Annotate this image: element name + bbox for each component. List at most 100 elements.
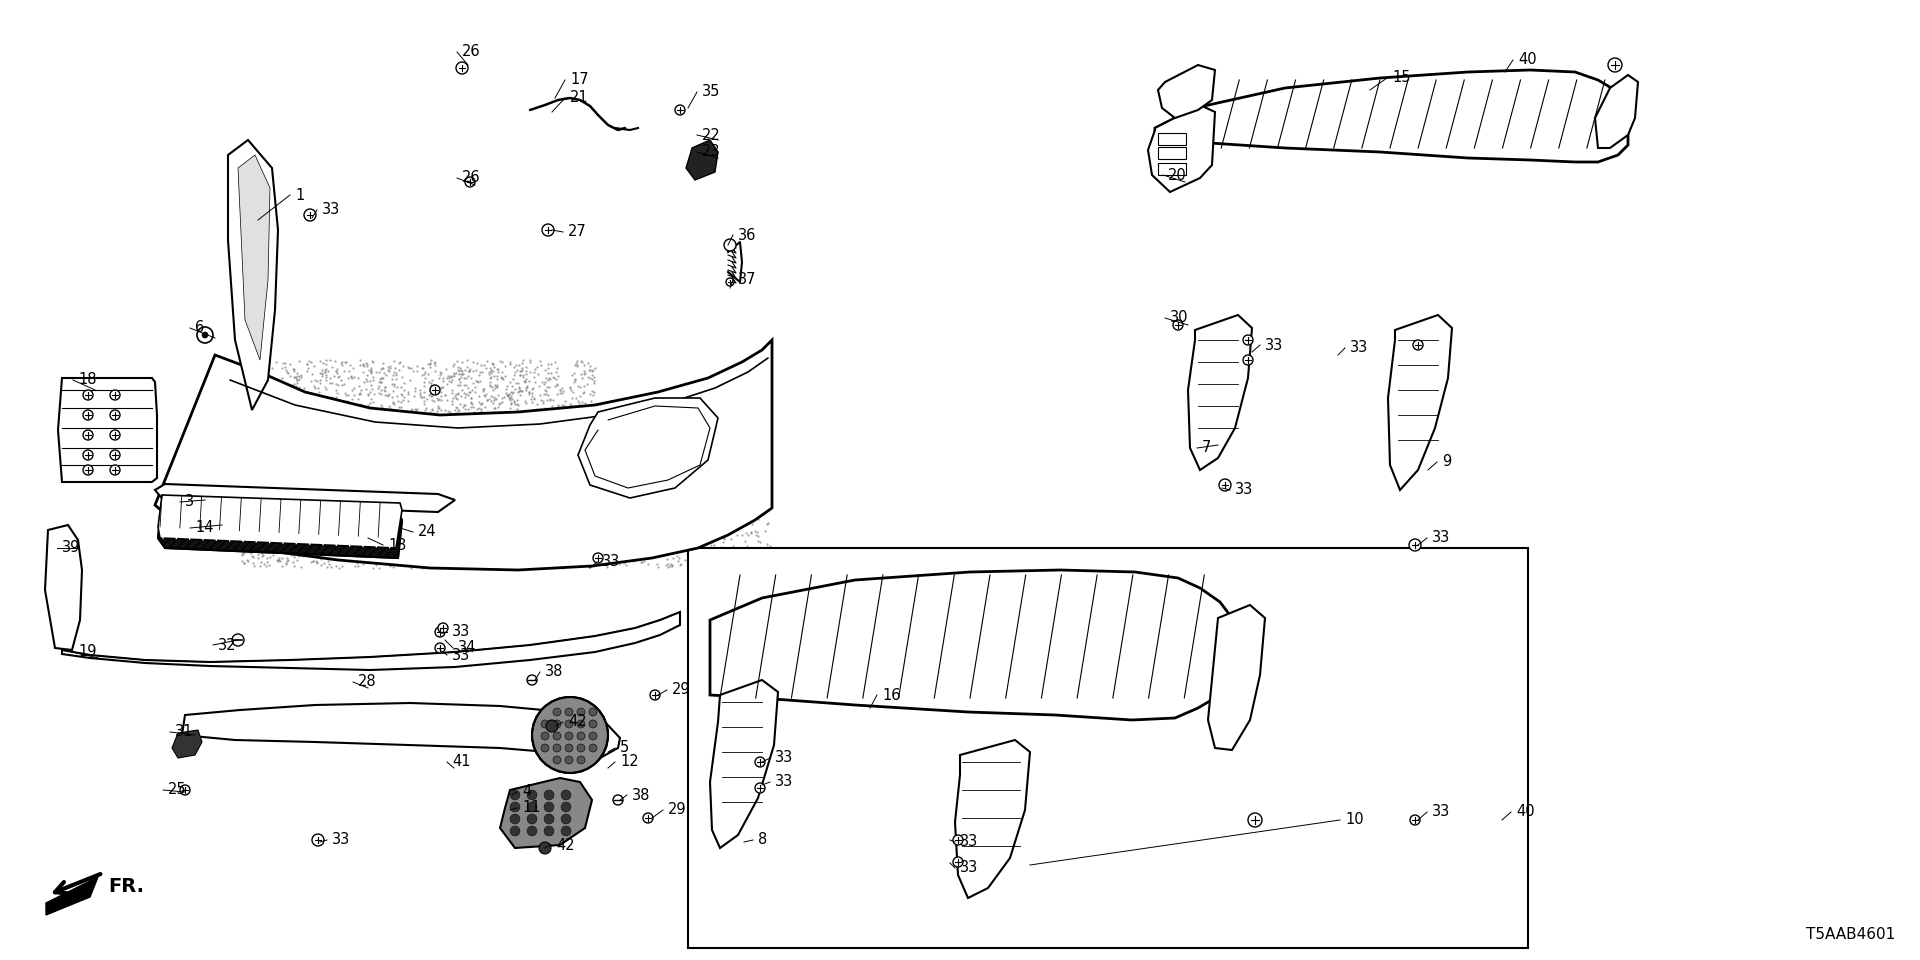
Point bbox=[509, 503, 540, 518]
Point bbox=[378, 417, 409, 432]
Point bbox=[284, 409, 315, 424]
Point bbox=[659, 513, 689, 528]
Circle shape bbox=[561, 790, 570, 800]
Point bbox=[382, 428, 413, 444]
Point bbox=[468, 466, 499, 481]
Point bbox=[407, 542, 438, 558]
Point bbox=[378, 367, 409, 382]
Point bbox=[737, 460, 768, 475]
Point bbox=[288, 500, 319, 516]
Point bbox=[300, 424, 330, 440]
Point bbox=[641, 482, 672, 497]
Point bbox=[591, 426, 622, 442]
Point bbox=[432, 427, 463, 443]
Point bbox=[386, 387, 417, 402]
Point bbox=[595, 521, 626, 537]
Point bbox=[234, 530, 265, 545]
Point bbox=[645, 463, 676, 478]
Point bbox=[518, 540, 549, 555]
Point bbox=[559, 463, 589, 478]
Point bbox=[482, 493, 513, 509]
Point bbox=[384, 356, 415, 372]
Point bbox=[292, 392, 323, 407]
Point bbox=[432, 369, 463, 384]
Point bbox=[636, 448, 666, 464]
Point bbox=[657, 492, 687, 507]
Point bbox=[534, 515, 564, 530]
Point bbox=[357, 372, 388, 388]
Point bbox=[659, 524, 689, 540]
Point bbox=[470, 482, 501, 497]
Point bbox=[490, 426, 520, 442]
Circle shape bbox=[1248, 813, 1261, 827]
Point bbox=[438, 558, 468, 573]
Point bbox=[547, 538, 578, 553]
Point bbox=[507, 368, 538, 383]
Point bbox=[261, 520, 292, 536]
Circle shape bbox=[589, 708, 597, 716]
Point bbox=[357, 354, 388, 370]
Point bbox=[653, 531, 684, 546]
Point bbox=[397, 483, 428, 498]
Point bbox=[536, 502, 566, 517]
Point bbox=[463, 428, 493, 444]
Point bbox=[541, 491, 572, 506]
Point bbox=[240, 416, 271, 431]
Point bbox=[275, 545, 305, 561]
Point bbox=[545, 529, 576, 544]
Point bbox=[609, 461, 639, 476]
Point bbox=[511, 492, 541, 508]
Point bbox=[513, 492, 543, 507]
Point bbox=[574, 490, 605, 505]
Point bbox=[447, 560, 478, 575]
Point bbox=[334, 509, 365, 524]
Point bbox=[559, 523, 589, 539]
Point bbox=[357, 516, 388, 532]
Point bbox=[563, 409, 593, 424]
Point bbox=[428, 473, 459, 489]
Point bbox=[745, 489, 776, 504]
Point bbox=[442, 444, 472, 459]
Point bbox=[440, 549, 470, 564]
Point bbox=[451, 519, 482, 535]
Point bbox=[397, 439, 428, 454]
Point bbox=[530, 494, 561, 510]
Point bbox=[269, 431, 300, 446]
Point bbox=[580, 491, 611, 506]
Point bbox=[303, 366, 334, 381]
Point bbox=[365, 528, 396, 543]
Point bbox=[434, 502, 465, 517]
Point bbox=[445, 543, 476, 559]
Point bbox=[420, 471, 451, 487]
Point bbox=[501, 478, 532, 493]
Point bbox=[682, 541, 712, 557]
Point bbox=[499, 423, 530, 439]
Point bbox=[409, 396, 440, 412]
Point bbox=[267, 439, 298, 454]
Point bbox=[334, 363, 365, 378]
Point bbox=[622, 544, 653, 560]
Point bbox=[463, 395, 493, 410]
Point bbox=[292, 363, 323, 378]
Point bbox=[236, 378, 267, 394]
Point bbox=[359, 537, 390, 552]
Point bbox=[430, 426, 461, 442]
Point bbox=[257, 360, 288, 375]
Point bbox=[271, 392, 301, 407]
Point bbox=[422, 559, 453, 574]
Point bbox=[424, 400, 455, 416]
Point bbox=[532, 459, 563, 474]
Point bbox=[543, 420, 574, 435]
Point bbox=[238, 549, 269, 564]
Point bbox=[248, 374, 278, 390]
Point bbox=[678, 560, 708, 575]
Point bbox=[227, 547, 257, 563]
Point bbox=[655, 559, 685, 574]
Point bbox=[526, 542, 557, 558]
Point bbox=[492, 451, 522, 467]
Text: 33: 33 bbox=[451, 647, 470, 662]
Point bbox=[286, 537, 317, 552]
Point bbox=[465, 482, 495, 497]
Point bbox=[511, 514, 541, 529]
Point bbox=[344, 528, 374, 543]
